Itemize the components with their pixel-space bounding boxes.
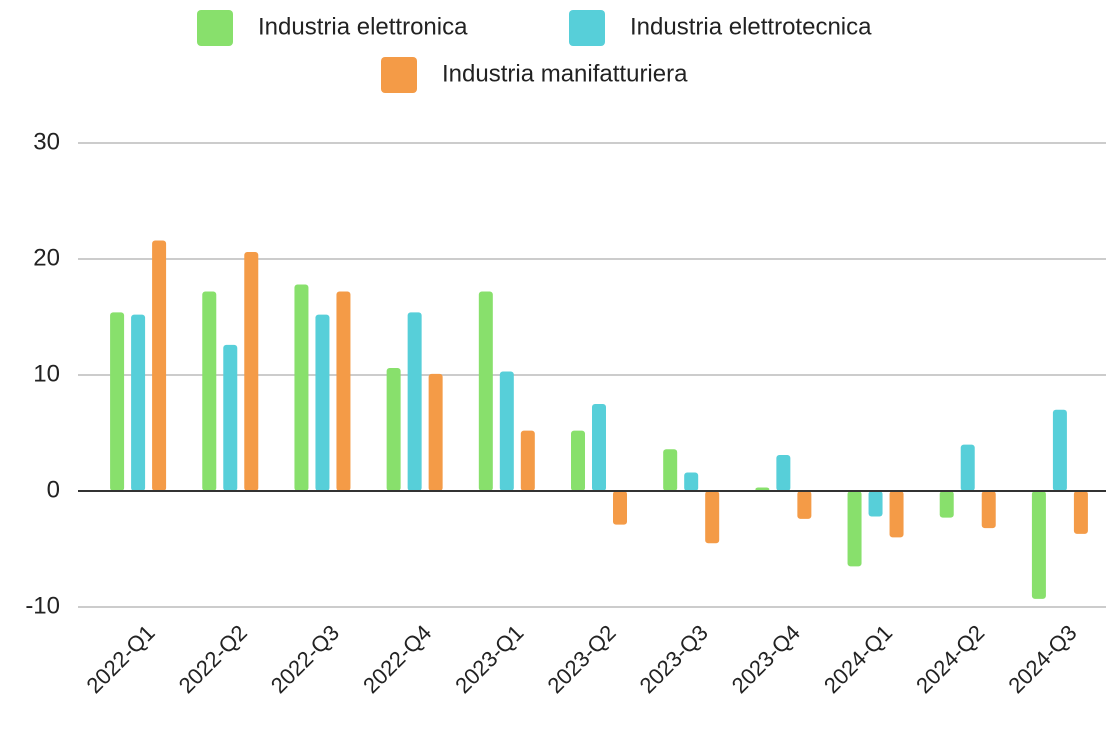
bar <box>663 449 678 491</box>
legend-swatch <box>569 10 605 46</box>
x-tick-label: 2022-Q4 <box>358 620 436 698</box>
bar <box>315 314 330 491</box>
bar <box>981 491 996 529</box>
y-tick-label: 0 <box>47 476 60 503</box>
legend-swatch <box>381 57 417 93</box>
bar <box>152 240 167 491</box>
x-tick-label: 2023-Q2 <box>542 620 620 698</box>
legend-swatch <box>197 10 233 46</box>
y-tick-label: -10 <box>25 592 60 619</box>
x-tick-label: 2023-Q3 <box>635 620 713 698</box>
bar <box>428 373 443 491</box>
bar <box>131 314 146 491</box>
bar <box>797 491 812 519</box>
bar <box>592 404 606 491</box>
bar <box>847 491 862 567</box>
bar <box>202 291 217 491</box>
bar <box>776 455 791 491</box>
bar <box>294 284 309 491</box>
bar <box>244 252 259 491</box>
bar <box>868 491 883 517</box>
bar <box>336 291 351 491</box>
bar <box>520 430 535 491</box>
bar <box>478 291 493 491</box>
legend-label: Industria elettronica <box>258 13 468 40</box>
x-tick-label: 2022-Q2 <box>174 620 252 698</box>
bar <box>960 444 975 491</box>
x-tick-label: 2024-Q1 <box>819 620 897 698</box>
bar <box>571 430 585 491</box>
y-tick-label: 30 <box>33 128 60 155</box>
bar <box>386 368 401 491</box>
bar <box>889 491 904 538</box>
bar <box>1052 409 1067 491</box>
bar <box>705 491 720 544</box>
x-tick-label: 2022-Q1 <box>82 620 160 698</box>
bar <box>939 491 954 518</box>
legend-label: Industria manifatturiera <box>442 60 688 87</box>
bar <box>613 491 627 525</box>
bar <box>110 312 125 491</box>
x-tick-label: 2023-Q4 <box>727 620 805 698</box>
x-tick-label: 2023-Q1 <box>450 620 528 698</box>
x-tick-label: 2022-Q3 <box>266 620 344 698</box>
bar <box>1073 491 1088 534</box>
bar <box>223 344 238 491</box>
y-tick-label: 20 <box>33 244 60 271</box>
x-tick-label: 2024-Q3 <box>1003 620 1081 698</box>
legend-label: Industria elettrotecnica <box>630 13 872 40</box>
bar <box>1031 491 1046 599</box>
bar <box>407 312 422 491</box>
x-tick-label: 2024-Q2 <box>911 620 989 698</box>
y-tick-label: 10 <box>33 360 60 387</box>
bar <box>499 371 514 491</box>
bar <box>684 472 699 491</box>
